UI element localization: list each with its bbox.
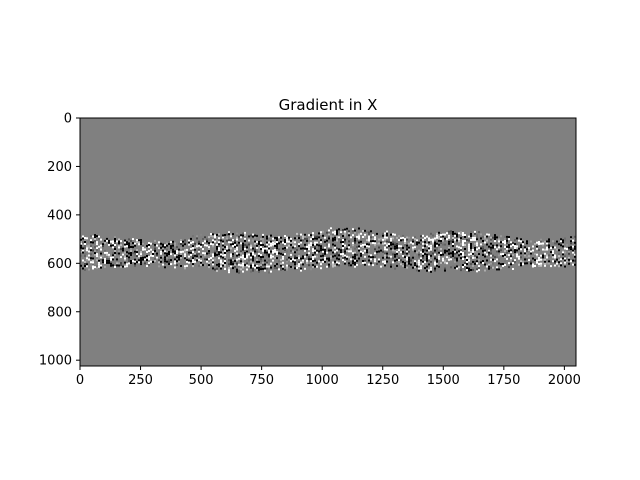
gradient-image <box>80 118 576 366</box>
x-tick-label: 0 <box>76 373 84 388</box>
y-tick-label: 600 <box>47 257 72 272</box>
x-tick-label: 500 <box>189 373 214 388</box>
x-tick-label: 1750 <box>487 373 520 388</box>
y-tick-label: 200 <box>47 160 72 175</box>
x-tick-label: 1500 <box>427 373 460 388</box>
x-tick-label: 2000 <box>548 373 581 388</box>
image-background <box>80 118 576 366</box>
axes-frame <box>79 117 577 367</box>
gradient-band <box>80 227 576 274</box>
x-tick-label: 250 <box>128 373 153 388</box>
y-tick-label: 400 <box>47 208 72 223</box>
x-tick-label: 1250 <box>366 373 399 388</box>
y-axis: 0 200 400 600 800 1000 <box>39 112 80 369</box>
x-tick-label: 750 <box>249 373 274 388</box>
chart-title: Gradient in X <box>279 96 378 114</box>
y-tick-label: 0 <box>64 112 72 127</box>
x-axis: 0 250 500 750 1000 1250 1500 1750 2000 <box>76 366 581 388</box>
x-tick-label: 1000 <box>306 373 339 388</box>
y-tick-label: 1000 <box>39 354 72 369</box>
y-tick-label: 800 <box>47 305 72 320</box>
